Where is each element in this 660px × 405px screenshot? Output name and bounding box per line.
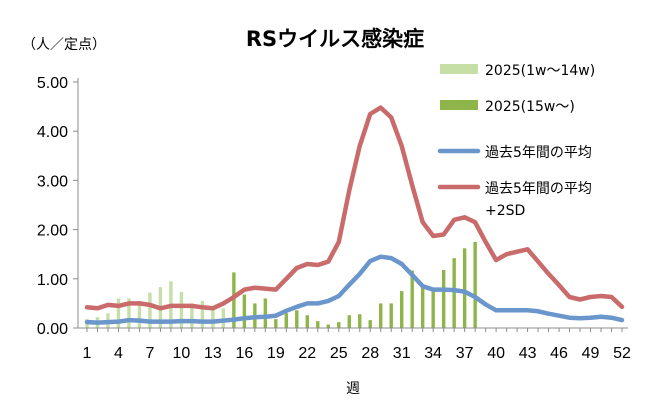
legend-label: 過去5年間の平均 [485, 181, 592, 197]
x-tick-label: 52 [613, 345, 631, 362]
legend-label: 2025(1w～14w) [485, 63, 595, 79]
x-tick-label: 46 [550, 345, 568, 362]
bar [295, 310, 299, 328]
bar [221, 308, 226, 328]
y-tick-label: 3.00 [37, 173, 68, 190]
legend-label-line2: +2SD [485, 203, 525, 219]
bar [116, 298, 121, 328]
chart-title: RSウイルス感染症 [246, 27, 424, 51]
legend-label: 過去5年間の平均 [485, 145, 592, 161]
bar [137, 300, 142, 328]
bar [473, 241, 477, 328]
bar [462, 248, 467, 328]
bar [284, 313, 289, 328]
avg-plus-2sd-line [84, 105, 625, 311]
x-tick-label: 43 [519, 345, 537, 362]
x-tick-label: 10 [173, 345, 191, 362]
y-tick-label: 0.00 [37, 321, 68, 338]
bar [441, 269, 446, 328]
x-tick-label: 19 [267, 345, 285, 362]
bar [179, 292, 184, 328]
y-tick-label: 1.00 [37, 272, 68, 289]
bar [326, 324, 330, 328]
bar [211, 307, 215, 328]
avg-line [84, 254, 625, 325]
x-tick-label: 40 [487, 345, 505, 362]
x-tick-label: 1 [83, 345, 92, 362]
bar [431, 288, 435, 328]
bar [127, 298, 131, 328]
bar [420, 287, 425, 328]
bar [190, 303, 194, 328]
y-tick-label: 5.00 [37, 75, 68, 92]
legend-swatch [440, 64, 478, 74]
x-tick-label: 16 [235, 345, 253, 362]
x-tick-label: 31 [393, 345, 411, 362]
x-axis-label: 週 [346, 381, 360, 397]
bar [368, 320, 372, 328]
bar [200, 300, 205, 328]
legend-swatch [440, 100, 478, 110]
x-tick-label: 4 [114, 345, 123, 362]
y-tick-label: 2.00 [37, 223, 68, 240]
x-tick-label: 37 [456, 345, 474, 362]
bar [358, 314, 362, 328]
bar [274, 319, 278, 328]
x-tick-label: 7 [145, 345, 154, 362]
legend-label: 2025(15w～) [485, 99, 575, 115]
bar [263, 298, 268, 328]
bar [316, 321, 320, 328]
bar [389, 303, 393, 328]
bar [305, 315, 309, 328]
bar [148, 292, 152, 328]
x-tick-label: 49 [582, 345, 600, 362]
bar [400, 291, 404, 328]
bar [452, 258, 456, 328]
x-tick-label: 22 [298, 345, 316, 362]
bar [410, 270, 414, 328]
bar [232, 272, 236, 328]
x-tick-label: 13 [204, 345, 222, 362]
y-tick-label: 4.00 [37, 124, 68, 141]
bar [337, 322, 341, 328]
x-tick-label: 34 [424, 345, 442, 362]
x-tick-label: 28 [361, 345, 379, 362]
bar [379, 303, 383, 328]
axes: 0.00 1.00 2.00 3.00 4.00 5.00 1 4 7 10 13 16 19 22 25 2… [37, 75, 631, 362]
line-layer [84, 105, 625, 325]
x-tick-label: 25 [330, 345, 348, 362]
bar [347, 315, 351, 328]
y-unit-label: （人／定点） [22, 37, 106, 53]
bar [242, 294, 247, 328]
